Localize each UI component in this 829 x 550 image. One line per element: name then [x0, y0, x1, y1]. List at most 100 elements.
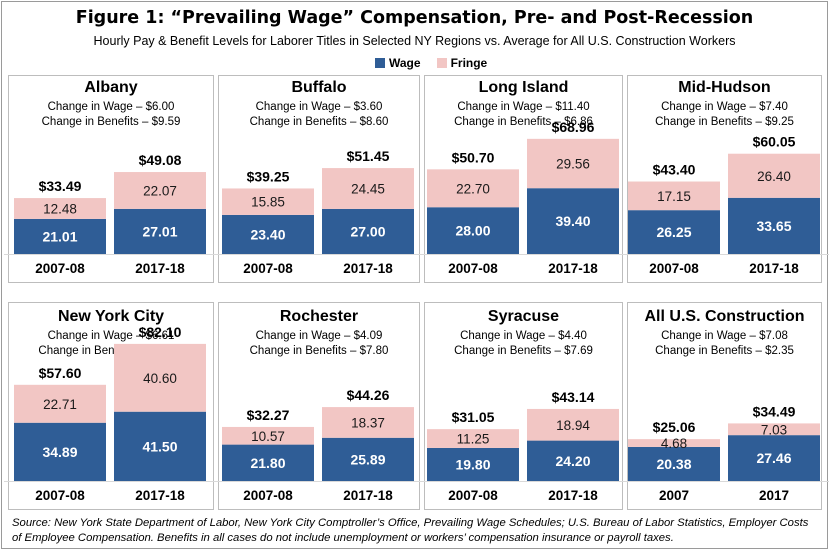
data-label-total: $57.60	[39, 365, 82, 381]
data-label-total: $82.10	[139, 324, 182, 340]
bar-fringe-2007-08	[427, 169, 519, 208]
panel-title: Buffalo	[291, 79, 347, 96]
bar-wage-2007-08	[222, 214, 314, 254]
data-label-wage: 21.80	[250, 455, 285, 471]
change-in-benefits: Change in Benefits – $9.25	[655, 116, 794, 128]
panel-buffalo: Buffalo Change in Wage – $3.60 Change in B…	[212, 75, 424, 283]
x-tick-label: 2017-18	[749, 261, 799, 276]
x-tick-label: 2007-08	[448, 488, 498, 503]
change-in-wage: Change in Wage – $3.60	[255, 101, 383, 113]
data-label-wage: 27.01	[142, 223, 177, 239]
stacked-bar-chart: 23.40 15.85 $39.25 2007-08 27.00 24.45 $51.45 2…	[212, 148, 424, 276]
x-tick-label: 2007-08	[35, 261, 85, 276]
bar-fringe-2017-18	[322, 168, 414, 209]
data-label-wage: 27.46	[756, 450, 791, 466]
data-label-wage: 27.00	[350, 223, 385, 239]
data-label-total: $34.49	[753, 403, 796, 419]
x-tick-label: 2007-08	[243, 261, 293, 276]
data-label-fringe: 4.68	[661, 436, 687, 451]
stacked-bar-chart: 26.25 17.15 $43.40 2007-08 33.65 26.40 $60.05 2…	[618, 134, 829, 276]
panel-rochester: Rochester Change in Wage – $4.09 Change in…	[212, 302, 424, 510]
panel-title: Albany	[84, 79, 138, 96]
panel-long-island: Long Island Change in Wage – $11.40 Change…	[417, 75, 629, 283]
data-label-fringe: 26.40	[757, 169, 791, 184]
data-label-fringe: 22.71	[43, 397, 77, 412]
x-tick-label: 2017-18	[135, 488, 185, 503]
change-in-benefits: Change in Benefits – $7.69	[454, 345, 593, 357]
data-label-fringe: 11.25	[457, 432, 490, 447]
bar-fringe-2017-18	[114, 172, 206, 209]
change-in-wage: Change in Wage – $11.40	[457, 101, 590, 113]
data-label-fringe: 40.60	[143, 371, 177, 386]
x-tick-label: 2007-08	[448, 261, 498, 276]
legend-item-wage: Wage	[375, 56, 421, 70]
panel-title: Long Island	[478, 79, 569, 96]
legend-label-fringe: Fringe	[450, 56, 488, 70]
legend-label-wage: Wage	[389, 56, 421, 70]
data-label-total: $25.06	[653, 419, 696, 435]
source-note: Source: New York State Department of Lab…	[12, 517, 809, 544]
bar-fringe-2007-08	[628, 181, 720, 211]
data-label-wage: 41.50	[142, 438, 177, 454]
data-label-fringe: 18.37	[351, 415, 385, 430]
x-tick-label: 2017	[759, 488, 789, 503]
bar-wage-2007	[628, 446, 720, 481]
x-tick-label: 2017-18	[343, 488, 393, 503]
figure-title: Figure 1: “Prevailing Wage” Compensation…	[75, 8, 754, 28]
data-label-fringe: 10.57	[251, 429, 285, 444]
legend: Wage Fringe	[375, 55, 497, 71]
data-label-fringe: 29.56	[556, 157, 590, 172]
panel-title: New York City	[57, 308, 165, 325]
stacked-bar-chart: 28.00 22.70 $50.70 2007-08 39.40 29.56 $68.96 2…	[417, 119, 629, 276]
change-in-wage: Change in Wage – $6.00	[47, 101, 175, 113]
bar-wage-2007-08	[14, 218, 106, 254]
bar-wage-2007-08	[14, 422, 106, 481]
stacked-bar-chart: 21.80 10.57 $32.27 2007-08 25.89 18.37 $44.26 2…	[212, 387, 424, 503]
bar-fringe-2017-18	[322, 407, 414, 438]
data-label-total: $31.05	[452, 409, 495, 425]
data-label-wage: 23.40	[250, 226, 285, 242]
stacked-bar-chart: 19.80 11.25 $31.05 2007-08 24.20 18.94 $43.14 2…	[417, 389, 629, 503]
data-label-total: $43.40	[653, 162, 696, 178]
x-tick-label: 2007-08	[649, 261, 699, 276]
x-tick-label: 2017-18	[548, 261, 598, 276]
data-label-fringe: 7.03	[761, 422, 787, 437]
bar-fringe-2007	[628, 439, 720, 447]
bar-fringe-2017-18	[114, 343, 206, 412]
change-in-wage: Change in Wage – $4.40	[460, 330, 587, 342]
bar-fringe-2007-08	[14, 384, 106, 423]
data-label-wage: 20.38	[656, 456, 691, 472]
data-label-wage: 25.89	[350, 451, 385, 467]
x-tick-label: 2007-08	[243, 488, 293, 503]
data-label-total: $49.08	[139, 152, 182, 168]
change-in-wage: Change in Wage – $6.61	[47, 330, 175, 342]
x-tick-label: 2007-08	[35, 488, 85, 503]
x-tick-label: 2017-18	[135, 261, 185, 276]
bar-wage-2017-18	[527, 440, 619, 481]
data-label-wage: 33.65	[756, 218, 791, 234]
change-in-benefits: Change in Benefits – $6.86	[454, 116, 593, 128]
bar-wage-2007-08	[427, 447, 519, 481]
x-tick-label: 2017-18	[343, 261, 393, 276]
data-label-total: $68.96	[552, 119, 595, 135]
bar-fringe-2017	[728, 423, 820, 436]
data-label-fringe: 22.07	[143, 183, 177, 198]
legend-swatch-fringe	[436, 58, 447, 68]
bar-wage-2017	[728, 435, 820, 481]
change-in-wage: Change in Wage – $4.09	[255, 330, 383, 342]
bar-wage-2017-18	[114, 208, 206, 254]
panel-all-u-s-construction: All U.S. Construction Change in Wage – $7…	[618, 302, 829, 510]
data-label-total: $39.25	[247, 168, 290, 184]
panel-title: Rochester	[279, 308, 359, 325]
bar-wage-2007-08	[427, 207, 519, 254]
change-in-benefits: Change in Benefits – $7.80	[249, 345, 389, 357]
panel-title: All U.S. Construction	[644, 308, 805, 325]
change-in-wage: Change in Wage – $7.40	[661, 101, 788, 113]
change-in-benefits: Change in Benefits – $8.60	[249, 116, 389, 128]
bar-wage-2017-18	[114, 411, 206, 481]
bar-wage-2017-18	[322, 437, 414, 481]
bar-fringe-2007-08	[427, 429, 519, 448]
change-in-benefits: Change in Benefits – $2.35	[655, 345, 794, 357]
bar-wage-2017-18	[527, 188, 619, 254]
bar-fringe-2017-18	[527, 138, 619, 189]
